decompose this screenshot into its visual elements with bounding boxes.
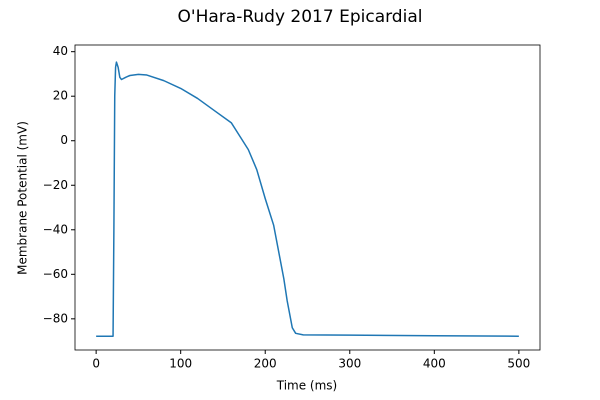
y-tick-label: −60 xyxy=(43,267,68,281)
x-tick-label: 500 xyxy=(507,357,530,371)
x-tick-label: 100 xyxy=(169,357,192,371)
y-tick-label: −80 xyxy=(43,311,68,325)
x-tick-label: 0 xyxy=(92,357,100,371)
y-tick-label: −40 xyxy=(43,222,68,236)
y-tick-label: 0 xyxy=(60,133,68,147)
x-tick-label: 300 xyxy=(338,357,361,371)
chart-title: O'Hara-Rudy 2017 Epicardial xyxy=(178,7,423,27)
x-tick-label: 200 xyxy=(254,357,277,371)
line-series xyxy=(96,61,519,337)
y-axis-label: Membrane Potential (mV) xyxy=(16,121,30,275)
x-tick-label: 400 xyxy=(423,357,446,371)
y-tick-label: 20 xyxy=(53,89,68,103)
y-tick-label: −20 xyxy=(43,178,68,192)
x-axis-label: Time (ms) xyxy=(276,379,338,393)
y-tick-label: 40 xyxy=(53,44,68,58)
plot-frame xyxy=(74,44,541,351)
